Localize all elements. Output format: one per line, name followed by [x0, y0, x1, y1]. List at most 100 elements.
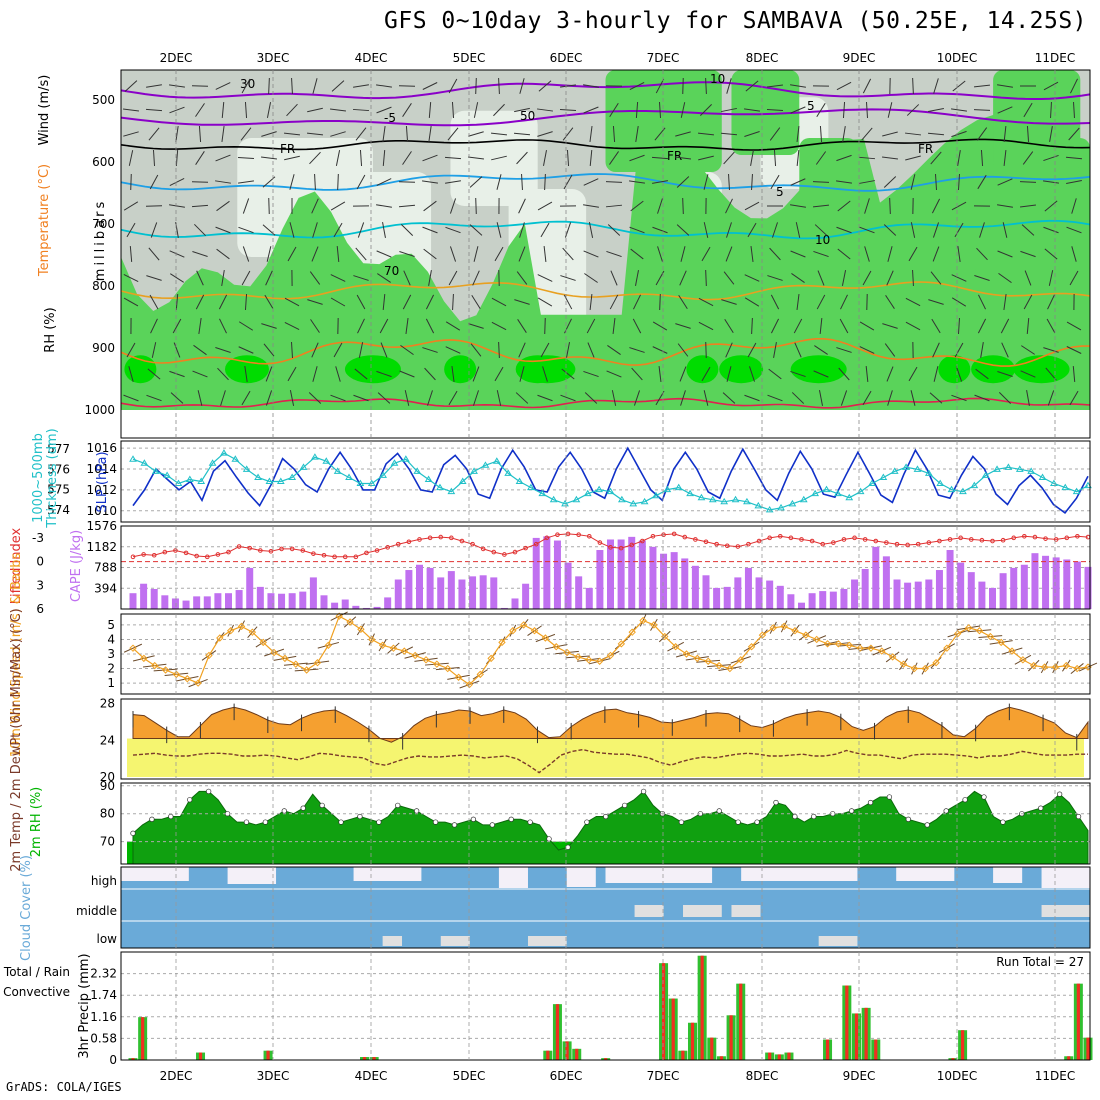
cape-bar [893, 579, 901, 609]
rh2m-marker [867, 799, 874, 806]
wind-barb [859, 180, 875, 184]
thickness-marker [515, 477, 524, 485]
wind-axis-label: 10m Wind Speed (m/s) & Barbs [9, 552, 24, 757]
cloud-low-patch [527, 936, 567, 946]
wind-speed-marker [628, 628, 636, 636]
wind-speed-marker [650, 621, 658, 629]
wind-barb [931, 198, 941, 214]
wind-barb [126, 342, 136, 358]
wind-barb [355, 247, 367, 261]
cape-bar [331, 602, 339, 609]
wind-barb [265, 390, 273, 406]
wind-barb [169, 250, 185, 258]
wind-speed-marker [346, 618, 354, 626]
wind-barb [284, 155, 300, 161]
thickness-marker [504, 469, 513, 476]
wind-barb [609, 151, 619, 165]
wind-barb [841, 270, 847, 286]
wind-barb [309, 151, 321, 165]
wind-barb [376, 250, 392, 258]
wind-speed-marker [780, 622, 788, 631]
li-marker [724, 543, 730, 549]
rh2m-marker [489, 822, 495, 828]
wind-barb [958, 317, 960, 335]
wind-speed-marker [444, 664, 452, 673]
wind-barb [377, 273, 391, 283]
cape-bar [193, 596, 201, 609]
wind-barb [559, 108, 577, 112]
wind-barb [612, 317, 616, 335]
li-marker [693, 537, 698, 542]
wind-barb [609, 102, 619, 118]
precip-convective-bar [777, 1054, 781, 1060]
rh2m-marker [395, 802, 401, 808]
wind-barb [128, 366, 134, 382]
wind-barb [657, 198, 663, 214]
thickness-marker [1038, 473, 1047, 480]
wind-speed-marker [1019, 656, 1027, 664]
wind-speed-marker [313, 659, 322, 667]
precip-tick: 2.32 [90, 967, 117, 981]
wind-barb [382, 293, 386, 311]
rh2m-marker [640, 788, 647, 795]
li-axis-label-text: Lifted Index [9, 527, 24, 604]
wind-barb [998, 392, 1012, 404]
cape-bar [1084, 566, 1092, 609]
wind-barb [1069, 270, 1079, 286]
precip-convective-bar [690, 1022, 695, 1060]
wind-barb [217, 367, 229, 381]
wind-barb [1022, 151, 1034, 165]
rh2m-marker [716, 808, 722, 814]
thickness-marker [470, 467, 478, 474]
cape-bar [734, 577, 742, 609]
wind-barb [521, 173, 523, 191]
day-label-bottom: 9DEC [843, 1069, 876, 1083]
li-marker [300, 548, 306, 553]
precip-convective-bar [739, 983, 743, 1060]
day-label-bottom: 3DEC [257, 1069, 290, 1083]
wind-barb [192, 251, 208, 257]
wind-barb [816, 102, 826, 118]
wind-barb [887, 102, 893, 118]
li-marker [427, 535, 433, 541]
cape-bar [447, 571, 455, 609]
wind-barb [221, 126, 225, 142]
wind-barb [560, 275, 576, 281]
rh-saturated-area [1013, 355, 1070, 384]
precip-convective-bar [661, 963, 666, 1060]
wind-speed-marker [639, 616, 647, 625]
li-marker [215, 552, 221, 557]
thickness-marker [879, 473, 888, 480]
wind-barb [376, 84, 392, 88]
wind-barb [812, 204, 830, 208]
wind-barb [312, 78, 318, 94]
precip-axis-label: 3hr Precip (mm) [77, 953, 92, 1058]
cloud-high-gap [121, 867, 189, 881]
thickness-tick: 574 [47, 503, 70, 517]
thickness-marker [981, 471, 990, 478]
wind-barb [705, 77, 707, 95]
wind-speed-marker [161, 666, 170, 674]
wind-barb [241, 390, 251, 406]
wind-barb [819, 125, 823, 143]
cape-bar [638, 540, 646, 609]
wind-barb [422, 226, 438, 234]
wind-barb [728, 173, 730, 191]
wind-barb [1043, 226, 1059, 234]
precip-convective-bar [700, 955, 704, 1060]
precip-convective-bar [575, 1048, 579, 1060]
li-tick: -3 [32, 531, 44, 545]
thickness-marker [527, 483, 535, 491]
cape-bar [458, 579, 466, 609]
cape-bar [744, 567, 752, 609]
wind-barb [862, 270, 872, 286]
wind-barb [589, 149, 593, 167]
precip-convective-bar [874, 1039, 878, 1060]
wind-barb [198, 318, 202, 334]
wind-barb [172, 318, 182, 334]
wind-barb [974, 394, 990, 402]
cape-bar [1010, 567, 1018, 609]
wind-barb [382, 126, 386, 142]
wind-barb [330, 274, 346, 282]
wind-speed-marker [737, 656, 745, 664]
